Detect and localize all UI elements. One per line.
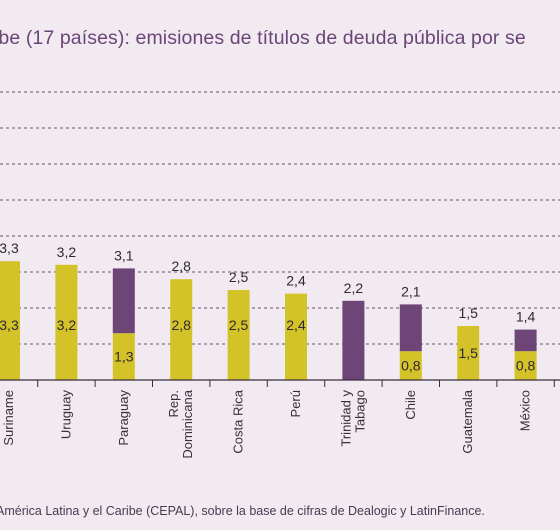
inner-value-label: 0,8 [401,358,421,374]
total-value-label: 2,4 [286,273,306,289]
category-label: Uruguay [58,390,73,440]
category-label: Perú [288,390,303,417]
bar-segment-gold [285,293,307,380]
total-value-label: 2,1 [401,283,421,299]
category-label: Paraguay [116,390,131,446]
stacked-bar-chart: 3,3 3,3 Suriname 3,2 3,2 Uruguay 1,3 3,1 Paragua… [0,91,560,459]
category-label-line: Perú [288,390,303,417]
category-label: Chile [403,390,418,420]
total-value-label: 2,8 [171,258,191,274]
total-value-label: 3,2 [57,244,77,260]
category-label: Guatemala [460,389,475,453]
category-label-line: Tabago [352,390,367,433]
inner-value-label: 0,8 [516,358,536,374]
bar-segment-gold [514,351,537,380]
category-label: México [518,390,533,431]
total-value-label: 1,4 [516,309,536,325]
category-label-line: Paraguay [116,390,131,446]
category-label-line: Dominicana [180,389,195,458]
chart-title: ibe (17 países): emisiones de títulos de… [0,27,526,49]
bar-segment-gold [227,290,250,380]
category-label: Rep. Dominicana [166,389,195,458]
inner-value-label: 2,5 [229,317,249,333]
total-value-label: 3,3 [0,240,19,256]
category-label-line: Suriname [1,390,16,446]
total-value-label: 2,5 [229,269,249,285]
bar-segment-purple [112,268,135,334]
inner-value-label: 1,5 [458,345,478,361]
category-label-line: Uruguay [58,390,73,440]
bar-segment-gold [0,261,20,380]
inner-value-label: 2,4 [286,317,306,333]
category-label-line: Rep. [166,390,181,417]
category-label-line: Chile [403,390,418,420]
category-label-line: México [518,390,533,431]
bar-segment-gold [399,351,422,380]
total-value-label: 1,5 [458,305,478,321]
bar-segment-gold [170,279,193,380]
inner-value-label: 3,2 [57,317,77,333]
inner-value-label: 2,8 [171,317,191,333]
total-value-label: 3,1 [114,247,134,263]
category-label-line: Guatemala [460,389,475,453]
bar-segment-purple [514,329,537,352]
bar-segment-gold [55,264,78,380]
category-label: Costa Rica [231,389,246,453]
source-note: América Latina y el Caribe (CEPAL), sobr… [0,504,485,518]
category-label: Suriname [1,390,16,446]
category-label-line: Costa Rica [231,389,246,453]
inner-value-label: 1,3 [114,349,134,365]
category-label-line: Trinidad y [338,390,353,447]
category-label: Trinidad y Tabago [338,390,367,447]
bar-segment-gold [457,326,480,380]
bar-segment-gold [112,333,135,380]
bar-segment-purple [399,304,422,352]
bar-segment-purple [342,300,365,380]
inner-value-label: 3,3 [0,317,19,333]
total-value-label: 2,2 [344,280,364,296]
